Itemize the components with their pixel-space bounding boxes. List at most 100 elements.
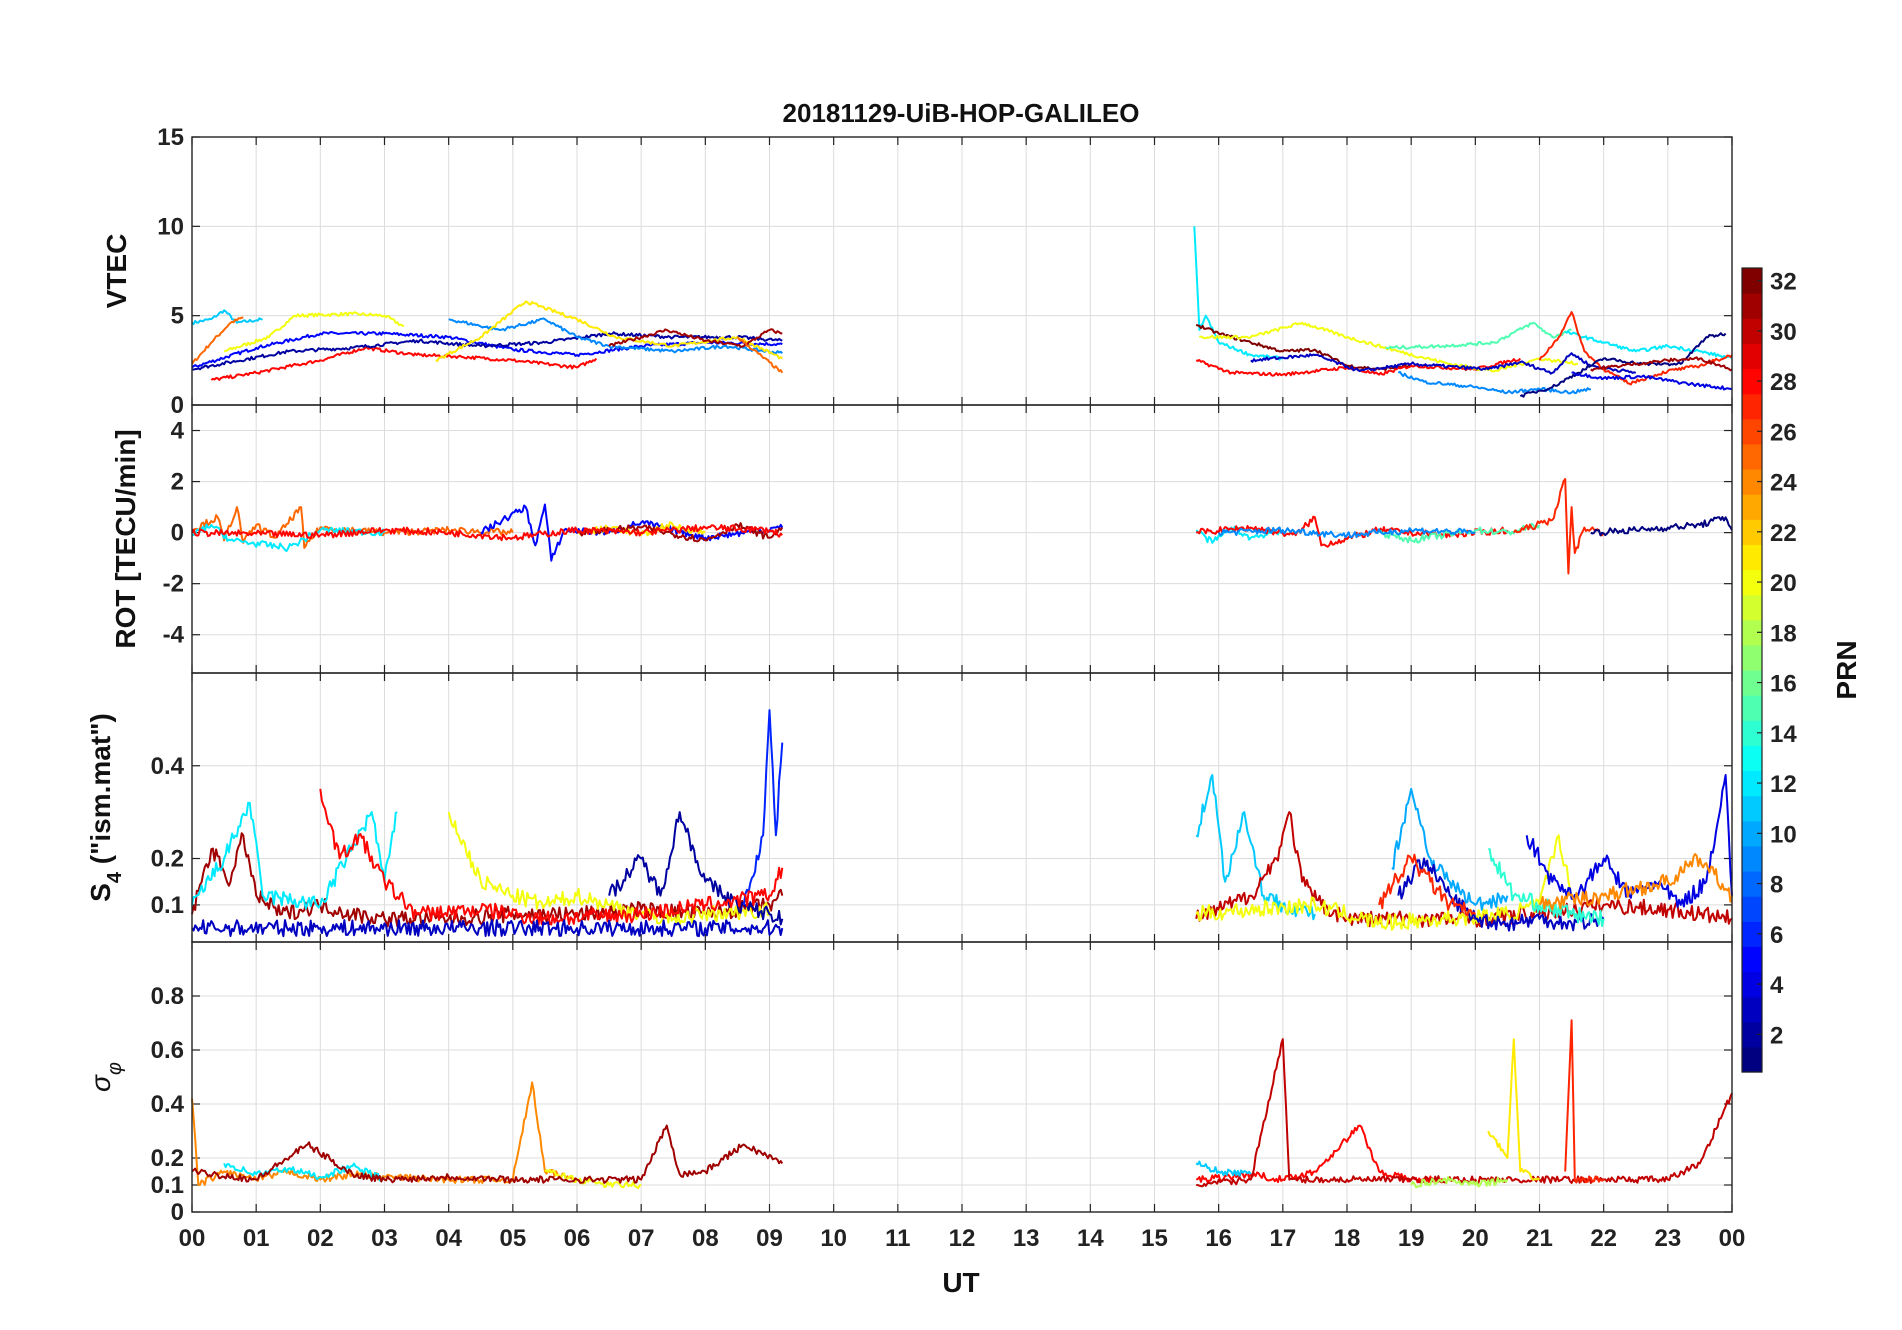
y-tick-label: -2: [163, 571, 184, 598]
data-series-prn-21: [1487, 1038, 1541, 1181]
y-tick-label: -4: [163, 622, 185, 649]
chart-panels: 0 5 10 15 VTEC -4 -2 02 4 ROT [TECU/min] 0.1 0.2 0.4…: [85, 124, 1745, 1252]
y-tick-label: 0.1: [151, 1172, 184, 1199]
colorbar-segment: [1742, 921, 1762, 947]
data-series-prn-3: [1250, 352, 1637, 375]
colorbar-segment: [1742, 494, 1762, 520]
x-tick-label: 15: [1141, 1225, 1168, 1252]
colorbar-segment: [1742, 845, 1762, 872]
colorbar-segment: [1742, 820, 1762, 847]
data-series-prn-28: [319, 788, 784, 926]
y-axis-label-sub: 4: [104, 871, 126, 883]
data-series-prn-12: [191, 801, 398, 910]
x-tick-label: 20: [1462, 1225, 1489, 1252]
panel-s4: 0.1 0.2 0.4 S4 ("ism.mat"): [85, 672, 1733, 943]
data-series-prn-1: [1519, 332, 1727, 398]
data-series-prn-14: [1488, 848, 1605, 928]
y-tick-label: 0: [171, 1199, 184, 1226]
colorbar-tick-label: 26: [1770, 419, 1797, 446]
data-series-prn-25: [191, 316, 244, 365]
x-tick-label: 17: [1269, 1225, 1296, 1252]
colorbar-tick-label: 24: [1770, 470, 1797, 497]
data-series-prn-27: [1378, 853, 1477, 917]
colorbar-segment: [1742, 695, 1762, 721]
colorbar-tick-label: 28: [1770, 369, 1797, 396]
data-series-prn-2: [608, 811, 784, 926]
data-series-prn-31: [608, 328, 783, 348]
y-tick-label: 0.1: [151, 892, 184, 919]
colorbar-tick-label: 16: [1770, 671, 1797, 698]
y-axis-label: VTEC: [101, 234, 132, 309]
chart-title: 20181129-UiB-HOP-GALILEO: [783, 98, 1140, 128]
data-series-prn-4: [1571, 371, 1732, 391]
colorbar-segment: [1742, 619, 1762, 646]
data-series-prn-9: [1217, 526, 1476, 539]
y-axis-label-main: σ: [85, 1074, 116, 1092]
panel-vtec: 0 5 10 15 VTEC: [101, 124, 1733, 419]
x-tick-label: 22: [1590, 1225, 1617, 1252]
data-series-prn-20: [1195, 834, 1573, 931]
data-series-prn-21: [435, 300, 783, 362]
data-series-prn-11: [1195, 774, 1316, 921]
colorbar-segment: [1742, 418, 1762, 445]
data-series-prn-27: [1564, 1019, 1605, 1184]
x-tick-label: 08: [692, 1225, 719, 1252]
x-tick-label: 02: [307, 1225, 334, 1252]
colorbar-label: PRN: [1831, 640, 1862, 699]
data-series-prn-30: [1196, 1038, 1733, 1188]
y-axis-label-sub: φ: [104, 1062, 126, 1075]
colorbar-tick-label: 2: [1770, 1022, 1783, 1049]
colorbar-segment: [1742, 368, 1762, 395]
colorbar-segment: [1742, 393, 1762, 420]
y-tick-label: 0.4: [151, 753, 185, 780]
colorbar-tick-label: 6: [1770, 922, 1783, 949]
y-tick-label: 15: [157, 124, 184, 151]
colorbar-segment: [1742, 720, 1762, 746]
colorbar-frame: [1741, 267, 1763, 1073]
data-series-prn-10: [1391, 787, 1509, 911]
data-series-prn-12: [1564, 330, 1733, 360]
data-series-prn-1: [1590, 516, 1733, 537]
y-tick-label: 2: [171, 469, 184, 496]
x-tick-label: 18: [1334, 1225, 1361, 1252]
x-tick-label: 03: [371, 1225, 398, 1252]
colorbar-segment: [1742, 896, 1762, 922]
data-series-prn-28: [210, 346, 598, 381]
y-tick-label: 10: [157, 213, 184, 240]
panel-rot: -4 -2 0 2 4 ROT [TECU/min]: [110, 404, 1733, 674]
data-series-prn-27: [1538, 311, 1733, 386]
y-tick-label: 0.2: [151, 846, 184, 873]
x-tick-label: 09: [756, 1225, 783, 1252]
colorbar-segment: [1742, 644, 1762, 671]
x-tick-label: 16: [1205, 1225, 1232, 1252]
y-tick-label: 5: [171, 303, 184, 330]
colorbar-tick-label: 8: [1770, 872, 1783, 899]
x-tick-label: 19: [1398, 1225, 1425, 1252]
data-series-prn-24: [1538, 853, 1733, 911]
y-tick-label: 4: [171, 418, 185, 445]
x-tick-label: 00: [179, 1225, 206, 1252]
data-series-prn-12: [1193, 226, 1284, 361]
y-axis-label: ROT [TECU/min]: [110, 429, 141, 648]
data-series-prn-2: [191, 331, 783, 371]
colorbar-tick-label: 32: [1770, 269, 1797, 296]
x-tick-label: 07: [628, 1225, 655, 1252]
data-series-prn-27: [1512, 478, 1605, 575]
colorbar-tick-label: 30: [1770, 319, 1797, 346]
data-series-prn-28: [191, 524, 784, 542]
colorbar-segment: [1742, 594, 1762, 621]
colorbar-segment: [1742, 795, 1762, 822]
data-series-prn-3: [1397, 857, 1605, 932]
colorbar-segment: [1742, 469, 1762, 495]
colorbar-segment: [1742, 745, 1762, 772]
colorbar-segment: [1742, 569, 1762, 596]
colorbar-segment: [1742, 1021, 1762, 1048]
data-series-prn-15: [1385, 321, 1572, 350]
colorbar-segment: [1742, 268, 1762, 294]
colorbar-segment: [1742, 946, 1762, 973]
panel-sigma_phi: 00.10.2 0.4 0.6 0.8 σφ: [85, 941, 1733, 1226]
y-tick-label: 0.8: [151, 983, 184, 1010]
colorbar-segment: [1742, 293, 1762, 319]
colorbar-tick-label: 18: [1770, 620, 1797, 647]
data-series-prn-25: [736, 336, 784, 374]
